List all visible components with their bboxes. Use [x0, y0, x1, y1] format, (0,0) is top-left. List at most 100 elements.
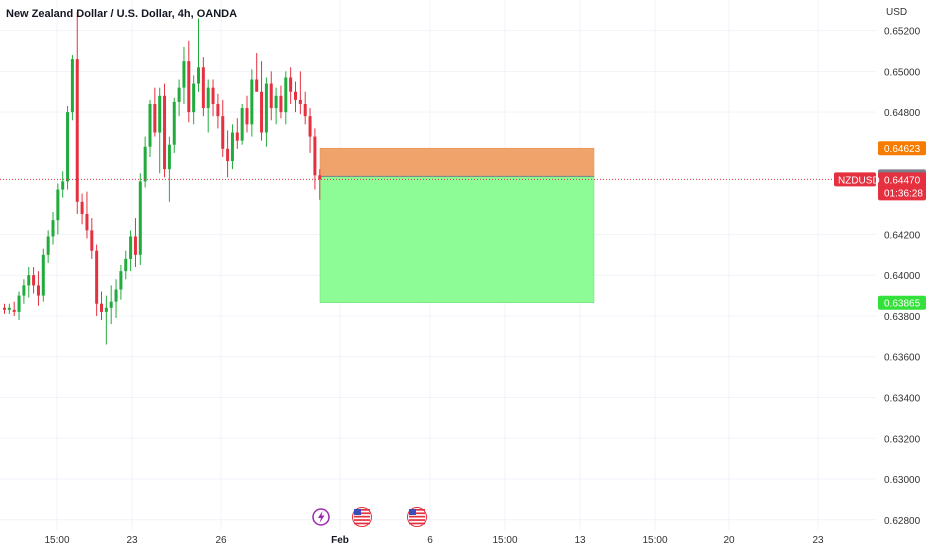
- candle-body: [75, 59, 79, 202]
- candle-body: [245, 108, 249, 125]
- candle-body: [226, 148, 230, 162]
- candle-body: [114, 289, 118, 302]
- countdown-text: 01:36:28: [884, 188, 923, 199]
- y-tick-label: 0.64000: [884, 271, 921, 282]
- economic-events[interactable]: [312, 507, 427, 527]
- y-tick-label: 0.64800: [884, 108, 921, 119]
- candle-body: [255, 79, 259, 92]
- candle-body: [148, 103, 152, 147]
- candle-body: [3, 307, 6, 310]
- candle-body: [289, 77, 293, 92]
- candle-body: [85, 214, 89, 231]
- candle-body: [138, 181, 142, 255]
- x-tick-label: 15:00: [492, 535, 517, 546]
- y-tick-label: 0.62800: [884, 516, 921, 527]
- price-axis-tags: 0.646230.644850.6447001:36:280.63865NZDU…: [834, 141, 926, 310]
- candle-body: [124, 258, 128, 272]
- candle-body: [70, 59, 74, 113]
- candle-body: [109, 301, 113, 308]
- candle-body: [260, 91, 264, 133]
- x-tick-label: Feb: [331, 535, 349, 546]
- candle-body: [318, 175, 322, 180]
- price-axis[interactable]: 0.65200 0.65000 0.64800 0.64200 0.64000 0.638…: [884, 27, 921, 527]
- short-position-tool[interactable]: [319, 147, 595, 303]
- candle-body: [221, 116, 225, 149]
- candle-body: [119, 271, 123, 290]
- candle-body: [104, 307, 108, 312]
- symbol-tag: [834, 172, 876, 187]
- candle-body: [12, 309, 16, 312]
- y-tick-label: 0.63000: [884, 475, 921, 486]
- candle-body: [7, 307, 11, 310]
- symbol-tag-text: NZDUSD: [838, 175, 880, 186]
- candle-body: [46, 236, 50, 255]
- candle-body: [32, 275, 36, 286]
- x-tick-label: 6: [427, 535, 433, 546]
- y-tick-label: 0.64200: [884, 230, 921, 241]
- take-profit-zone: [319, 176, 595, 303]
- us-flag-icon[interactable]: [407, 507, 427, 527]
- time-axis[interactable]: 15:00 23 26 Feb 6 15:00 13 15:00 20 23: [44, 535, 824, 546]
- candle-body: [308, 116, 312, 137]
- candle-body: [216, 103, 220, 117]
- candle-body: [192, 83, 196, 113]
- candle-body: [41, 254, 45, 296]
- candle-body: [167, 144, 171, 170]
- candle-body: [56, 189, 60, 221]
- x-tick-label: 15:00: [44, 535, 69, 546]
- us-flag-icon[interactable]: [352, 507, 372, 527]
- x-tick-label: 23: [812, 535, 824, 546]
- candle-body: [294, 91, 297, 100]
- x-tick-label: 15:00: [642, 535, 667, 546]
- candle-body: [187, 61, 191, 113]
- x-tick-label: 23: [126, 535, 138, 546]
- candle-body: [211, 87, 215, 104]
- candle-body: [206, 87, 210, 109]
- current-price-tag: [878, 172, 926, 201]
- candle-body: [240, 108, 244, 141]
- candle-body: [177, 87, 181, 102]
- candle-body: [313, 136, 317, 176]
- candle-body: [235, 132, 239, 141]
- chart-title: New Zealand Dollar / U.S. Dollar, 4h, OA…: [6, 8, 237, 20]
- candle-body: [80, 201, 84, 215]
- candle-body: [61, 181, 65, 190]
- candle-body: [22, 285, 26, 296]
- y-tick-label: 0.63400: [884, 394, 921, 405]
- candle-body: [17, 295, 21, 312]
- y-tick-label: 0.65000: [884, 67, 921, 78]
- candle-body: [172, 101, 176, 145]
- target-price-tag: [878, 295, 926, 310]
- candle-body: [269, 83, 273, 109]
- candle-body: [201, 67, 205, 109]
- y-tick-label: 0.63200: [884, 434, 921, 445]
- candle-body: [163, 95, 167, 170]
- stop-price-tag: [878, 141, 926, 156]
- candle-body: [36, 285, 40, 296]
- candle-body: [90, 230, 94, 251]
- candle-body: [250, 79, 254, 125]
- candle-body: [95, 250, 99, 304]
- candle-body: [298, 99, 302, 104]
- candle-body: [129, 236, 133, 259]
- candle-body: [133, 236, 137, 255]
- candle-body: [27, 275, 31, 286]
- candlestick-series: [3, 12, 322, 345]
- candle-body: [303, 103, 307, 117]
- currency-label: USD: [886, 7, 907, 18]
- candle-body: [158, 95, 162, 133]
- candle-body: [153, 103, 157, 133]
- lightning-icon[interactable]: [312, 508, 330, 526]
- candle-body: [182, 61, 186, 88]
- candle-body: [51, 220, 55, 237]
- x-tick-label: 13: [574, 535, 586, 546]
- current-price-tag-text: 0.64470: [884, 175, 921, 186]
- candle-body: [274, 95, 278, 109]
- x-tick-label: 20: [723, 535, 735, 546]
- candle-body: [284, 77, 288, 113]
- candle-body: [197, 67, 200, 84]
- candle-body: [66, 112, 70, 182]
- candle-body: [230, 132, 234, 162]
- x-tick-label: 26: [215, 535, 227, 546]
